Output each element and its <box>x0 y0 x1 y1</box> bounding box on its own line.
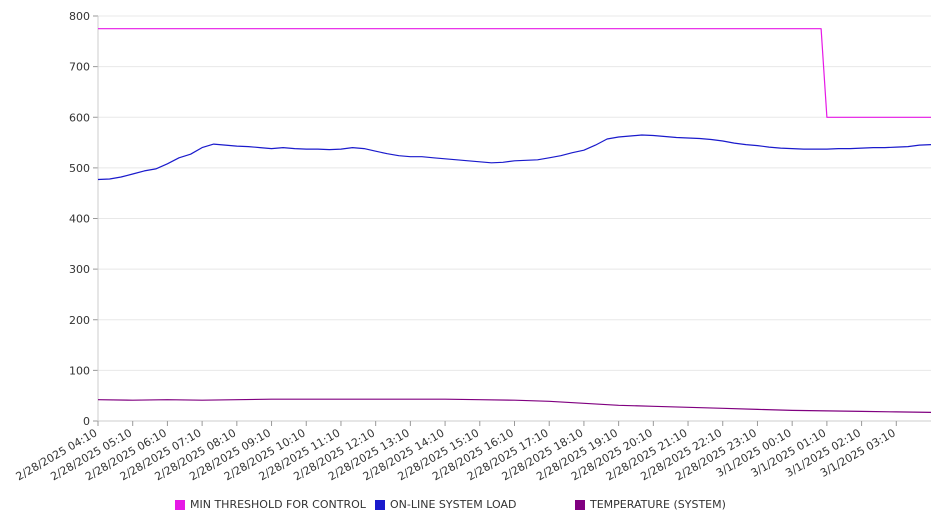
legend: MIN THRESHOLD FOR CONTROL ON-LINE SYSTEM… <box>0 498 946 514</box>
y-tick-label: 200 <box>69 314 90 327</box>
x-axis-ticks: 2/28/2025 04:102/28/2025 05:102/28/2025 … <box>14 426 898 483</box>
y-tick-label: 100 <box>69 364 90 377</box>
y-tick-label: 800 <box>69 10 90 23</box>
y-tick-label: 500 <box>69 162 90 175</box>
y-tick-label: 600 <box>69 111 90 124</box>
legend-label: MIN THRESHOLD FOR CONTROL <box>190 498 366 511</box>
y-tick-label: 400 <box>69 213 90 226</box>
legend-label: ON-LINE SYSTEM LOAD <box>390 498 517 511</box>
legend-swatch <box>375 499 385 510</box>
y-tick-label: 300 <box>69 263 90 276</box>
series-line-temperature-system <box>97 398 932 413</box>
grid <box>98 15 931 422</box>
legend-swatch <box>175 499 185 510</box>
y-axis-ticks: 0 100 200 300 400 500 600 700 800 <box>69 10 90 428</box>
legend-swatch <box>575 499 585 510</box>
legend-item-temperature[interactable]: TEMPERATURE (SYSTEM) <box>575 498 726 511</box>
y-tick-label: 0 <box>83 415 90 428</box>
series <box>97 28 932 413</box>
legend-label: TEMPERATURE (SYSTEM) <box>590 498 726 511</box>
axes <box>93 15 931 426</box>
legend-item-system-load[interactable]: ON-LINE SYSTEM LOAD <box>375 498 516 511</box>
series-line-min-threshold-for-control <box>98 28 931 118</box>
series-line-on-line-system-load <box>97 134 932 181</box>
legend-item-min-threshold[interactable]: MIN THRESHOLD FOR CONTROL <box>175 498 366 511</box>
y-tick-label: 700 <box>69 61 90 74</box>
